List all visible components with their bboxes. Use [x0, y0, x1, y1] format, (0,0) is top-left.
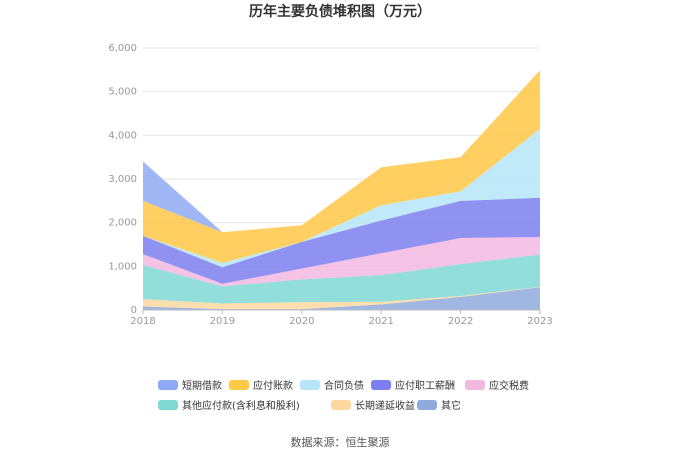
area-应交税费 — [143, 237, 540, 287]
chart-title: 历年主要负债堆积图（万元） — [249, 3, 431, 20]
area-合同负债 — [143, 128, 540, 268]
y-tick-label: 3,000 — [108, 174, 137, 185]
data-source-note: 数据来源：恒生聚源 — [291, 435, 390, 449]
area-其他应付款(含利息和股利) — [143, 254, 540, 304]
x-tick-label: 2020 — [289, 316, 314, 327]
y-tick-label: 2,000 — [108, 218, 137, 229]
legend-label[interactable]: 其他应付款(含利息和股利) — [182, 399, 300, 412]
legend-swatch[interactable] — [158, 400, 178, 410]
area-长期递延收益 — [143, 286, 540, 310]
legend-label[interactable]: 合同负债 — [324, 379, 364, 392]
legend-label[interactable]: 其它 — [441, 399, 461, 412]
legend-label[interactable]: 应交税费 — [489, 379, 529, 392]
legend-label[interactable]: 短期借款 — [182, 379, 222, 392]
axes: 0 1,000 2,000 3,000 4,000 5,000 6,000 2018 2019 2… — [108, 43, 552, 327]
x-tick-label: 2023 — [527, 316, 552, 327]
legend-label[interactable]: 应付账款 — [253, 379, 293, 392]
y-tick-label: 0 — [131, 305, 137, 316]
area-应付账款 — [143, 70, 540, 263]
legend-swatch[interactable] — [331, 400, 351, 410]
legend-swatch[interactable] — [158, 380, 178, 390]
y-tick-label: 5,000 — [108, 87, 137, 98]
legend-swatch[interactable] — [465, 380, 485, 390]
x-tick-label: 2019 — [210, 316, 235, 327]
y-tick-label: 6,000 — [108, 43, 137, 54]
legend-swatch[interactable] — [300, 380, 320, 390]
y-tick-label: 1,000 — [108, 261, 137, 272]
x-tick-label: 2018 — [130, 316, 155, 327]
y-tick-label: 4,000 — [108, 130, 137, 141]
area-短期借款 — [143, 70, 540, 233]
area-应付职工薪酬 — [143, 197, 540, 284]
x-tick-label: 2021 — [368, 316, 393, 327]
legend-swatch[interactable] — [229, 380, 249, 390]
x-tick-label: 2022 — [448, 316, 473, 327]
legend-swatch[interactable] — [417, 400, 437, 410]
legend-label[interactable]: 长期递延收益 — [355, 399, 415, 412]
legend-label[interactable]: 应付职工薪酬 — [395, 379, 455, 392]
area-series — [143, 70, 540, 310]
area-其它 — [143, 287, 540, 310]
legend-swatch[interactable] — [371, 380, 391, 390]
